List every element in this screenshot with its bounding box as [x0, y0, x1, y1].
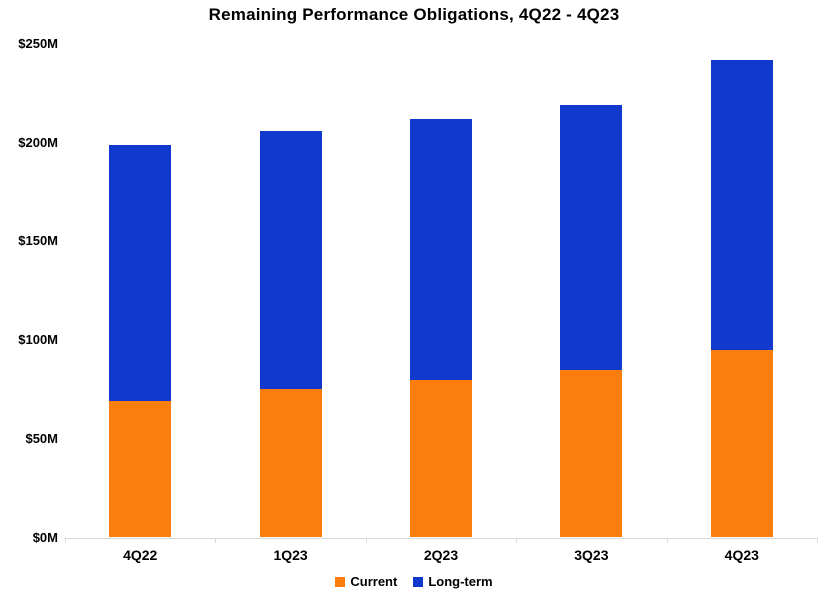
x-axis-line	[64, 537, 818, 539]
bar-segment-long-term	[710, 59, 773, 350]
legend-label-current: Current	[350, 574, 398, 589]
x-axis-tick	[817, 538, 818, 543]
x-axis-tick-label: 4Q23	[724, 547, 759, 563]
x-axis-tick-label: 2Q23	[423, 547, 459, 563]
x-axis-tick-label: 3Q23	[574, 547, 609, 563]
y-axis-tick-label: $50M	[25, 430, 58, 446]
y-axis-tick-label: $100M	[18, 332, 58, 348]
bar-segment-long-term	[410, 119, 472, 380]
x-axis-tick-label: 4Q22	[123, 547, 158, 563]
chart-title: Remaining Performance Obligations, 4Q22 …	[208, 5, 620, 24]
x-axis-tick	[215, 538, 217, 543]
bar-segment-current	[410, 379, 472, 538]
legend-swatch-long-term	[413, 576, 424, 587]
x-axis-tick	[516, 538, 518, 543]
legend-item-current: Current	[335, 574, 397, 589]
bar-segment-current	[109, 401, 172, 538]
y-axis-tick-label: $200M	[18, 134, 58, 150]
x-axis-tick-label: 1Q23	[273, 547, 308, 563]
legend-swatch-current	[335, 576, 346, 587]
legend-label-long-term: Long-term	[428, 574, 493, 589]
x-axis-tick	[666, 538, 668, 543]
bar-segment-long-term	[259, 130, 322, 390]
y-axis-tick-label: $250M	[18, 36, 58, 51]
x-axis-tick	[65, 538, 66, 543]
bar-segment-current	[560, 369, 623, 538]
bar-segment-current	[710, 349, 773, 538]
bar-segment-current	[259, 389, 322, 538]
bar-segment-long-term	[560, 105, 623, 370]
y-axis-tick-label: $150M	[18, 233, 58, 249]
legend-item-long-term: Long-term	[413, 574, 493, 589]
y-axis-tick-label: $0M	[32, 529, 58, 545]
legend: Current Long-term	[0, 574, 828, 589]
bar-segment-long-term	[109, 144, 172, 402]
x-axis-tick	[365, 538, 367, 543]
